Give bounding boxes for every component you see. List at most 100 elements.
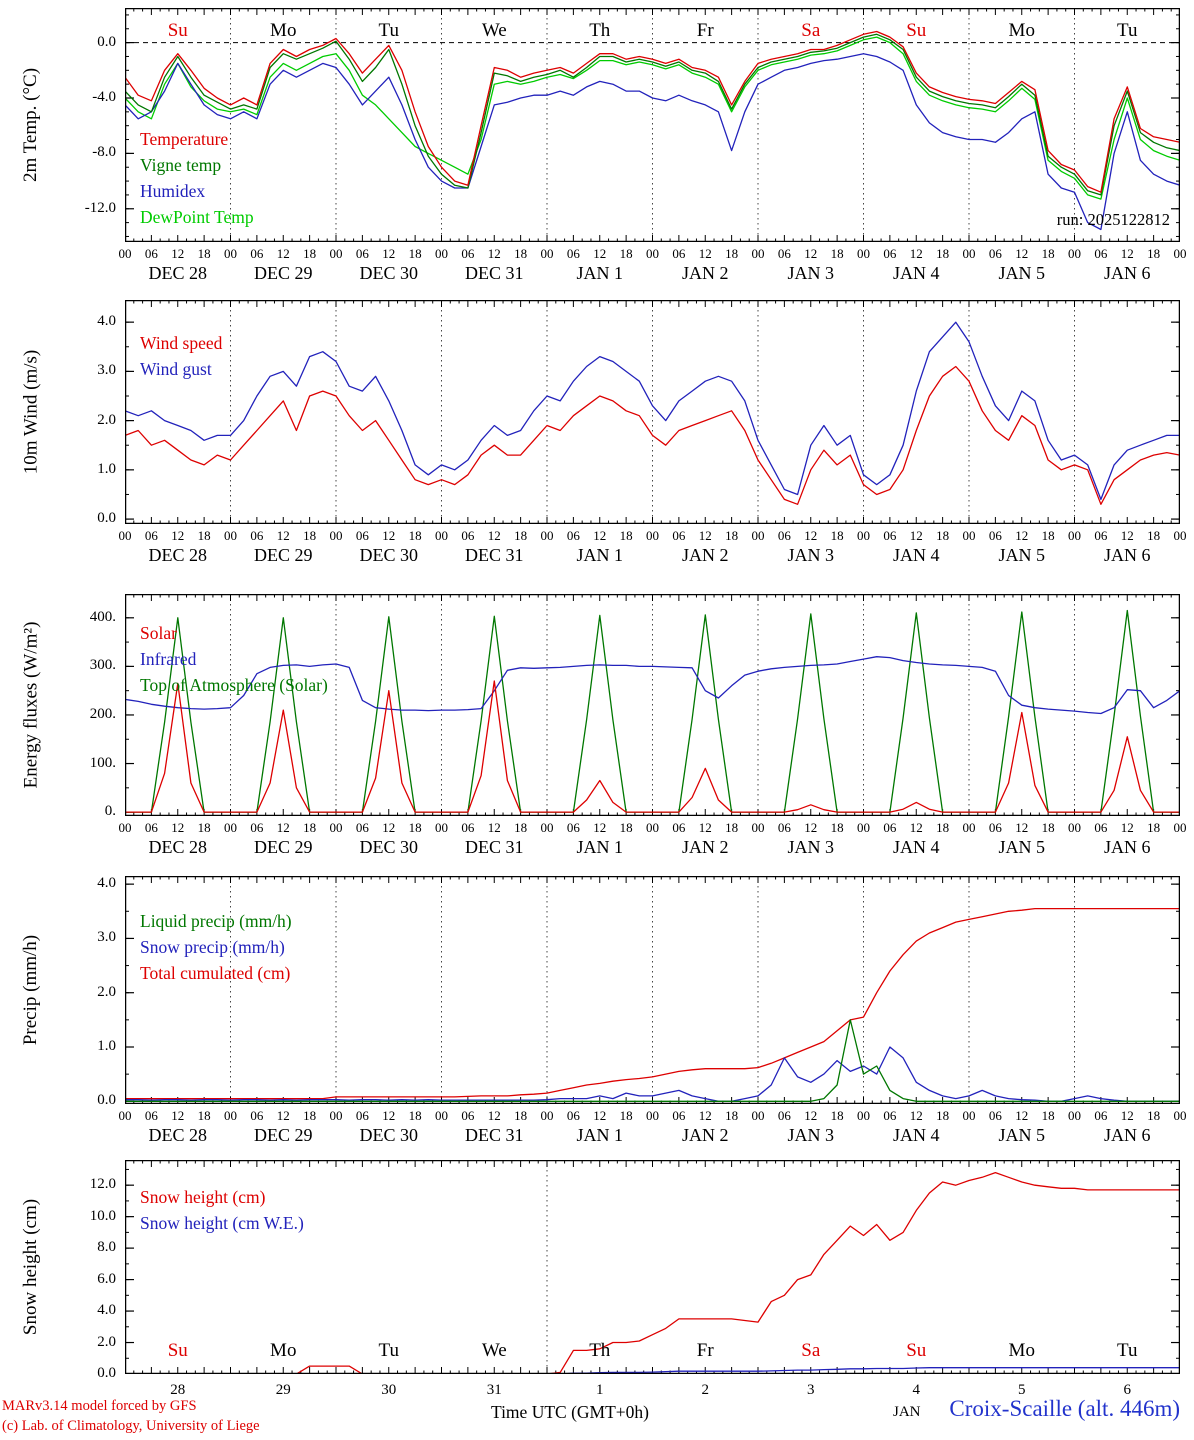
hour-tick-label: 06 [988, 528, 1002, 543]
date-label: JAN 5 [998, 837, 1046, 857]
day-number-label: 3 [807, 1382, 815, 1398]
date-label: JAN 1 [576, 1125, 624, 1145]
day-number-labels: 28 29 30 31 1 2 3 4 5 6 [125, 1382, 1180, 1404]
day-number-label: 2 [701, 1382, 710, 1398]
hour-tick-label: 00 [1068, 1108, 1081, 1123]
hour-tick-label: 12 [276, 1108, 290, 1123]
legend-item: Temperature [140, 129, 229, 149]
hour-tick-label: 18 [830, 528, 844, 543]
series-line-dewpoint-temp [125, 36, 1180, 200]
hour-tick-label: 06 [1094, 246, 1108, 261]
plot-border [125, 300, 1180, 524]
hour-tick-label: 18 [725, 528, 739, 543]
hour-tick-label: 18 [303, 820, 317, 835]
hour-tick-label: 18 [408, 246, 422, 261]
hour-tick-label: 00 [646, 1108, 659, 1123]
legend-precip: Liquid precip (mm/h) Snow precip (mm/h) To… [140, 908, 292, 986]
date-labels: DEC 28 DEC 29 DEC 30 DEC 31 JAN 1 JAN 2 JAN 3 J… [125, 263, 1180, 285]
hour-tick-label: 00 [118, 528, 132, 543]
legend-item: DewPoint Temp [140, 207, 254, 227]
date-label: JAN 4 [892, 837, 940, 857]
hour-tick-label: 12 [382, 1108, 396, 1123]
legend-snow: Snow height (cm) Snow height (cm W.E.) [140, 1184, 304, 1236]
day-number-label: 30 [381, 1382, 397, 1398]
legend-energy: Solar Infrared Top of Atmosphere (Solar) [140, 620, 328, 698]
hour-tick-label: 18 [514, 820, 528, 835]
hour-tick-label: 12 [1015, 246, 1029, 261]
day-number-label: 31 [486, 1382, 502, 1398]
day-number-label: 29 [275, 1382, 291, 1398]
hour-tick-label: 00 [329, 820, 343, 835]
hour-tick-label: 00 [646, 820, 659, 835]
y-tick-label: 300. [89, 657, 116, 674]
plot-border [125, 8, 1180, 242]
day-number-label: 4 [912, 1382, 921, 1398]
legend-wind: Wind speed Wind gust [140, 330, 222, 382]
hour-tick-label: 06 [461, 246, 475, 261]
plot-area-energy [125, 594, 1180, 816]
date-label: JAN 2 [681, 263, 729, 283]
y-tick-label: 3.0 [97, 362, 116, 379]
hour-tick-label: 12 [909, 820, 923, 835]
hour-tick-label: 18 [619, 246, 633, 261]
weekday-label: Th [589, 1340, 611, 1361]
day-number-label: 1 [596, 1382, 604, 1398]
y-tick-label: 4.0 [97, 875, 116, 892]
y-tick-label: 0.0 [97, 510, 116, 527]
weekday-label: Tu [378, 20, 399, 41]
date-labels: DEC 28 DEC 29 DEC 30 DEC 31 JAN 1 JAN 2 JAN 3 J… [125, 545, 1180, 567]
hour-tick-label: 12 [593, 1108, 607, 1123]
hour-tick-label: 18 [408, 1108, 422, 1123]
series-line-infrared [125, 656, 1180, 715]
hour-tick-label: 00 [118, 1108, 132, 1123]
date-label: JAN 5 [998, 545, 1046, 565]
hour-tick-label: 00 [224, 246, 237, 261]
date-label: DEC 30 [359, 263, 419, 283]
hour-tick-label: 12 [804, 1108, 818, 1123]
y-tick-label: 0.0 [97, 33, 116, 50]
hour-tick-label: 06 [144, 1108, 158, 1123]
hour-tick-labels: 00 06 12 18 00 06 12 18 00 06 12 18 00 06 12 18 00 06 12 18… [119, 528, 1187, 550]
hour-tick-label: 00 [962, 528, 976, 543]
plot-border [125, 876, 1180, 1104]
hour-tick-label: 12 [487, 528, 501, 543]
y-tick-labels: 0.0 -4.0 -8.0 -12.0 [0, 8, 118, 302]
hour-tick-label: 06 [1094, 820, 1108, 835]
hour-tick-label: 12 [171, 246, 185, 261]
hour-tick-label: 18 [830, 820, 844, 835]
hour-tick-label: 18 [725, 1108, 739, 1123]
series-line-liquid-precip-mm-h- [125, 1019, 1180, 1102]
x-axis-title: Time UTC (GMT+0h) [491, 1402, 649, 1422]
date-label: JAN 2 [681, 1125, 729, 1145]
y-tick-label: 400. [89, 608, 116, 625]
date-label: JAN 2 [681, 545, 729, 565]
series-line-humidex [125, 53, 1180, 231]
model-credit: MARv3.14 model forced by GFS [2, 1398, 197, 1414]
hour-tick-label: 12 [1120, 246, 1134, 261]
hour-tick-label: 12 [593, 528, 607, 543]
weekday-label: Th [589, 20, 611, 41]
legend-item: Infrared [140, 649, 197, 669]
hour-tick-label: 12 [1015, 1108, 1029, 1123]
hour-tick-labels: 00 06 12 18 00 06 12 18 00 06 12 18 00 06 12 18 00 06 12 18… [119, 820, 1187, 842]
weekday-label: Mo [270, 1340, 297, 1361]
plot-area-snow [125, 1160, 1180, 1374]
hour-tick-label: 12 [276, 246, 290, 261]
hour-tick-label: 06 [777, 820, 791, 835]
run-label: run: 2025122812 [1056, 210, 1170, 229]
hour-tick-label: 18 [830, 246, 844, 261]
weekday-label: We [481, 20, 507, 41]
weekday-label: Su [167, 20, 188, 41]
series-line-wind-gust [125, 321, 1180, 501]
weekday-labels-top: Su Mo Tu We Th Fr Sa Su Mo Tu [125, 20, 1180, 42]
hour-tick-label: 00 [329, 246, 343, 261]
weekday-label: Su [906, 20, 927, 41]
hour-tick-label: 18 [1041, 528, 1055, 543]
hour-tick-label: 06 [988, 820, 1002, 835]
series-line-vigne-temp [125, 33, 1180, 196]
date-label: DEC 28 [148, 545, 208, 565]
hour-tick-label: 18 [408, 528, 422, 543]
hour-tick-label: 18 [514, 246, 528, 261]
y-tick-label: -12.0 [84, 199, 116, 216]
hour-tick-label: 18 [303, 528, 317, 543]
